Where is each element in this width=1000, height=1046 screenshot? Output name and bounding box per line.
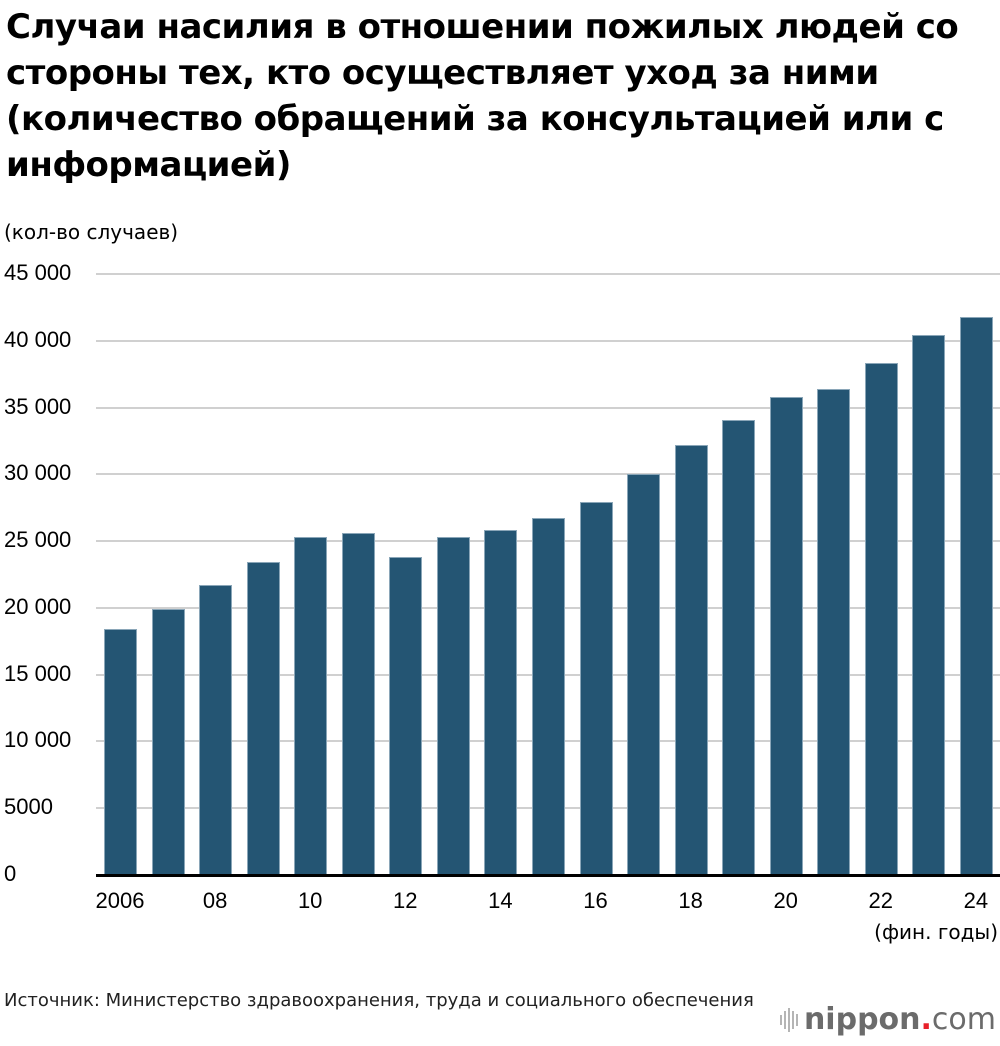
bar-2024 bbox=[959, 316, 993, 875]
y-tick-label: 15 000 bbox=[4, 660, 72, 686]
bar-2006 bbox=[104, 629, 137, 875]
bar-2023 bbox=[912, 335, 946, 875]
y-tick-label: 40 000 bbox=[4, 326, 72, 352]
y-tick-label: 25 000 bbox=[4, 527, 72, 553]
source-note: Источник: Министерство здравоохранения, … bbox=[4, 990, 754, 1011]
logo-suffix: com bbox=[931, 1002, 996, 1037]
gridline bbox=[96, 473, 1000, 476]
chart-title: Случаи насилия в отношении пожилых людей… bbox=[6, 7, 959, 185]
x-tick-label: 2006 bbox=[95, 888, 145, 913]
bar-2010 bbox=[294, 537, 328, 875]
bar-2017 bbox=[627, 474, 661, 875]
y-tick-label: 30 000 bbox=[4, 460, 72, 486]
bar-2020 bbox=[769, 396, 803, 875]
y-tick-label: 5000 bbox=[4, 794, 53, 820]
gridline bbox=[96, 339, 1000, 342]
bar-2013 bbox=[436, 537, 470, 875]
x-tick-label: 14 bbox=[488, 888, 513, 913]
y-tick-label: 10 000 bbox=[4, 727, 72, 753]
x-tick-label: 20 bbox=[773, 888, 798, 913]
y-tick-label: 0 bbox=[4, 861, 17, 886]
y-axis-unit: (кол-во случаев) bbox=[4, 220, 179, 244]
x-tick-label: 10 bbox=[297, 888, 323, 913]
x-tick-label: 12 bbox=[393, 888, 418, 913]
x-axis-unit: (фин. годы) bbox=[874, 920, 998, 944]
bar-2011 bbox=[341, 533, 375, 875]
bar-2016 bbox=[579, 502, 613, 875]
bar-2008 bbox=[199, 585, 233, 875]
bar-2018 bbox=[674, 444, 708, 875]
nippon-logo: nippon.com bbox=[779, 1002, 996, 1037]
y-tick-label: 20 000 bbox=[4, 593, 72, 619]
sound-wave-icon bbox=[779, 1007, 798, 1032]
x-tick-label: 08 bbox=[202, 888, 228, 913]
x-tick-label: 22 bbox=[868, 888, 894, 913]
bar-2007 bbox=[151, 609, 185, 875]
x-axis-line bbox=[96, 874, 1000, 877]
bar-2021 bbox=[817, 388, 851, 875]
x-tick-label: 24 bbox=[963, 888, 989, 913]
y-tick-label: 35 000 bbox=[4, 393, 72, 419]
bar-2019 bbox=[722, 419, 756, 875]
bar-2009 bbox=[246, 562, 280, 875]
x-tick-label: 16 bbox=[583, 888, 608, 913]
logo-main: nippon bbox=[803, 1002, 921, 1037]
bar-2015 bbox=[531, 518, 565, 875]
gridline bbox=[96, 273, 1000, 275]
bar-chart: 0 5000 10 000 15 000 20 000 25 000 30 000 35 00… bbox=[4, 260, 1000, 913]
logo-dot: . bbox=[920, 1002, 932, 1037]
y-tick-label: 45 000 bbox=[4, 260, 72, 285]
x-tick-label: 18 bbox=[678, 888, 703, 913]
bar-2014 bbox=[484, 530, 518, 875]
bar-2012 bbox=[389, 557, 423, 875]
bar-2022 bbox=[864, 363, 898, 875]
gridline bbox=[96, 406, 1000, 409]
